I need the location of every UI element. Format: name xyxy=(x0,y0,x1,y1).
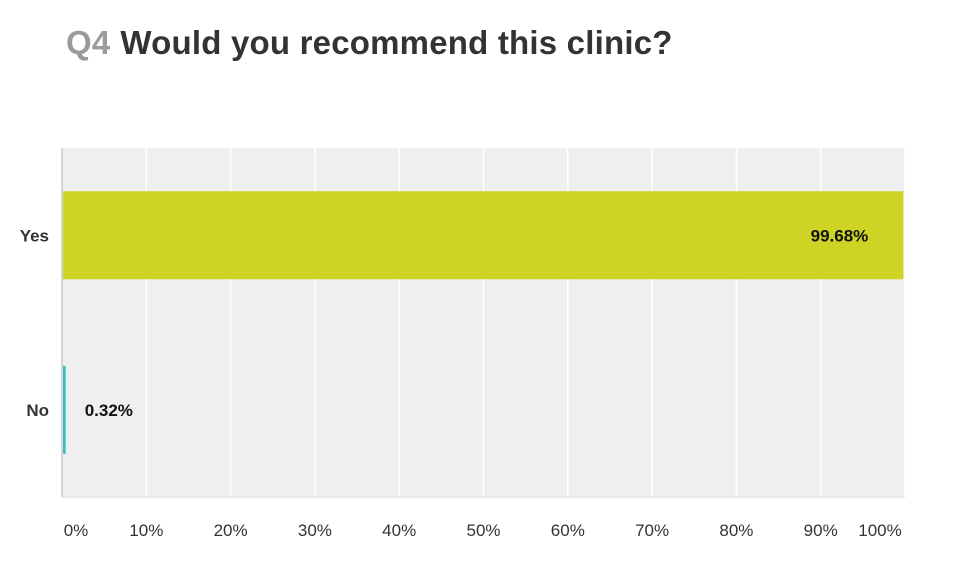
chart-title: Q4 Would you recommend this clinic? xyxy=(66,24,673,62)
question-text: Would you recommend this clinic? xyxy=(120,24,673,61)
data-label-no: 0.32% xyxy=(85,401,133,420)
category-label-no: No xyxy=(26,401,49,420)
x-tick-label-60: 60% xyxy=(551,521,585,540)
x-tick-label-70: 70% xyxy=(635,521,669,540)
x-tick-label-10: 10% xyxy=(129,521,163,540)
x-tick-label-20: 20% xyxy=(214,521,248,540)
x-tick-label-100: 100% xyxy=(858,521,901,540)
bar-yes[interactable] xyxy=(63,191,904,280)
x-tick-label-80: 80% xyxy=(719,521,753,540)
x-tick-label-30: 30% xyxy=(298,521,332,540)
x-tick-label-40: 40% xyxy=(382,521,416,540)
bar-no[interactable] xyxy=(63,365,66,454)
question-number: Q4 xyxy=(66,24,111,61)
x-tick-label-50: 50% xyxy=(466,521,500,540)
category-label-yes: Yes xyxy=(20,226,49,245)
x-tick-label-0: 0% xyxy=(64,521,89,540)
x-tick-label-90: 90% xyxy=(804,521,838,540)
data-label-yes: 99.68% xyxy=(811,226,869,245)
